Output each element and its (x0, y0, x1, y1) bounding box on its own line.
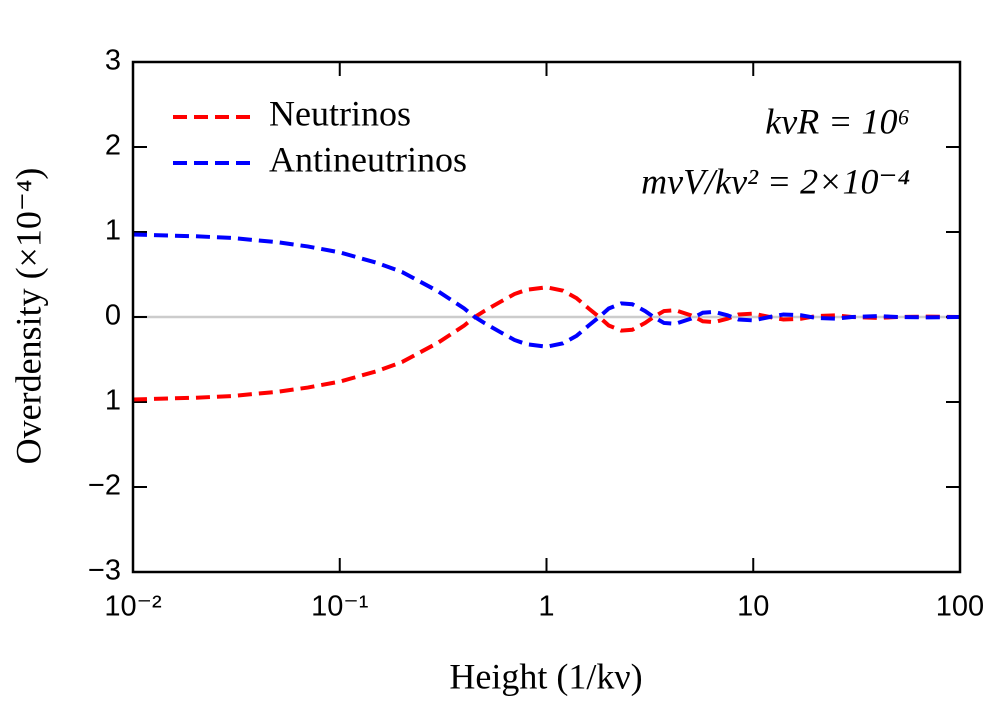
y-tick-label: 0 (105, 300, 121, 332)
legend-label: Antineutrinos (269, 139, 467, 179)
x-tick-label: 10⁻² (104, 591, 162, 623)
y-tick-label: −3 (88, 555, 121, 587)
x-tick-label: 1 (538, 591, 554, 623)
y-tick-label: 1 (105, 385, 121, 417)
annotation: kνR = 10⁶ (765, 101, 910, 141)
x-tick-label: 100 (936, 591, 984, 623)
data-line (132, 285, 961, 402)
y-tick-label: 3 (105, 45, 121, 77)
legend-label: Neutrinos (269, 93, 411, 133)
y-tick-label: 2 (105, 130, 121, 162)
plot-frame (131, 60, 962, 574)
y-tick-label: −2 (88, 470, 121, 502)
data-line (132, 232, 961, 349)
x-axis-label: Height (1/kν) (449, 656, 642, 696)
y-axis-label: Overdensity (×10⁻⁴) (8, 168, 48, 465)
annotation: mνV/kν² = 2×10⁻⁴ (641, 161, 910, 201)
x-tick-label: 10 (737, 591, 769, 623)
y-tick-label: 1 (105, 215, 121, 247)
x-tick-label: 10⁻¹ (311, 591, 369, 623)
